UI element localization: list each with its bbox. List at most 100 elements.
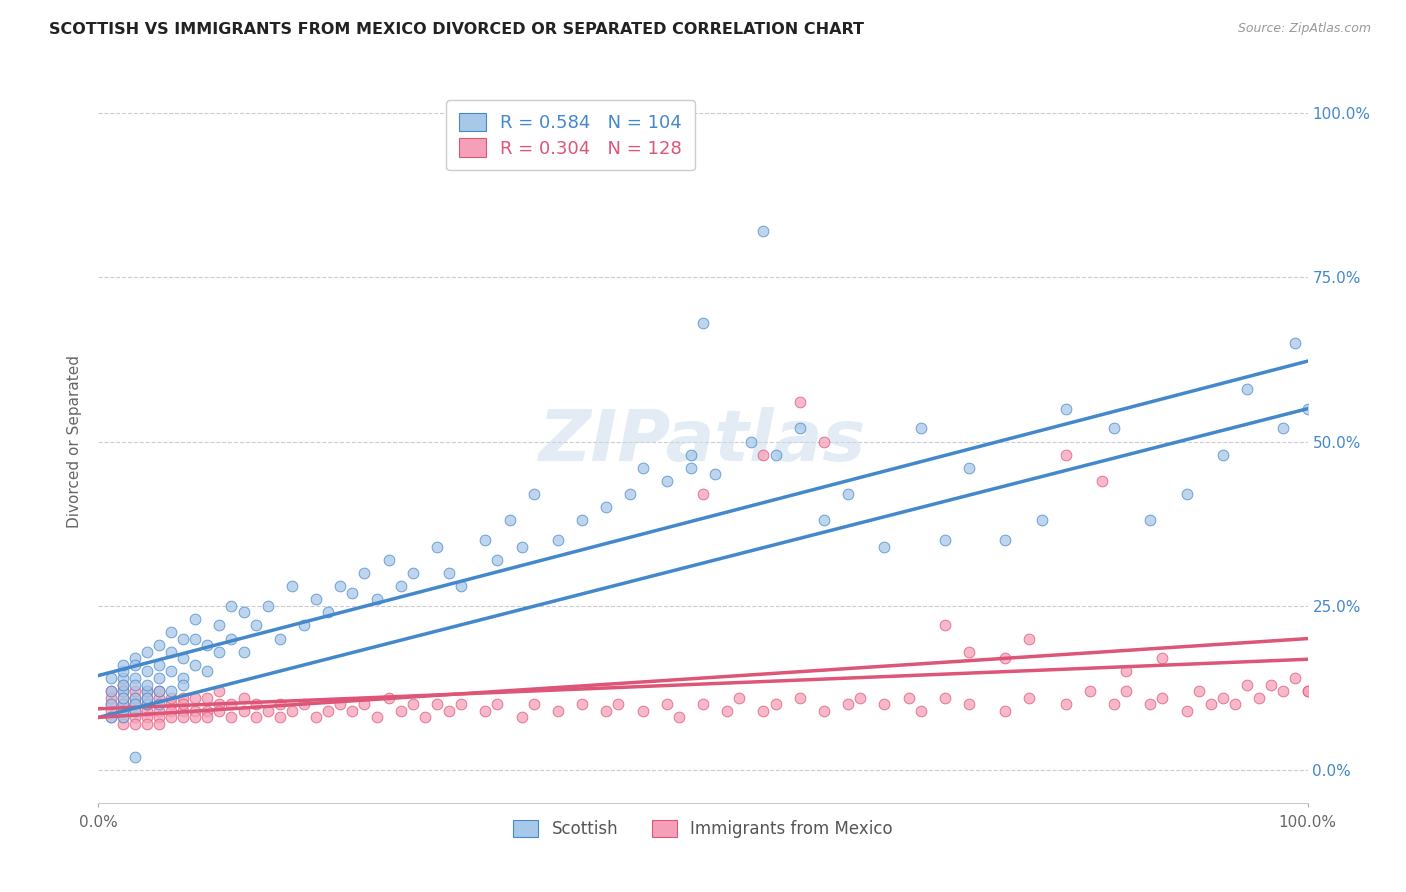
Point xyxy=(474,704,496,718)
Point xyxy=(232,605,254,619)
Point xyxy=(148,638,170,652)
Point xyxy=(692,316,714,330)
Point xyxy=(1284,671,1306,685)
Point xyxy=(994,704,1017,718)
Point xyxy=(619,487,641,501)
Point xyxy=(1115,684,1137,698)
Point xyxy=(160,684,183,698)
Point xyxy=(1296,684,1319,698)
Point xyxy=(124,704,146,718)
Point xyxy=(269,698,291,712)
Point xyxy=(789,395,811,409)
Point xyxy=(1296,401,1319,416)
Point xyxy=(1031,513,1053,527)
Point xyxy=(740,434,762,449)
Point xyxy=(426,540,449,554)
Point xyxy=(692,698,714,712)
Point xyxy=(245,710,267,724)
Text: Source: ZipAtlas.com: Source: ZipAtlas.com xyxy=(1237,22,1371,36)
Point xyxy=(813,513,835,527)
Point xyxy=(1018,690,1040,705)
Point xyxy=(1236,382,1258,396)
Point xyxy=(752,448,775,462)
Point xyxy=(208,698,231,712)
Point xyxy=(1175,487,1198,501)
Point xyxy=(124,717,146,731)
Point xyxy=(208,684,231,698)
Point xyxy=(631,704,654,718)
Point xyxy=(377,553,399,567)
Point xyxy=(873,540,896,554)
Point xyxy=(450,698,472,712)
Point xyxy=(208,618,231,632)
Point xyxy=(245,698,267,712)
Point xyxy=(100,710,122,724)
Point xyxy=(837,698,859,712)
Point xyxy=(172,710,194,724)
Point xyxy=(510,540,533,554)
Point xyxy=(172,698,194,712)
Point xyxy=(111,684,134,698)
Point xyxy=(148,690,170,705)
Point xyxy=(172,632,194,646)
Point xyxy=(100,698,122,712)
Point xyxy=(232,690,254,705)
Point xyxy=(269,710,291,724)
Point xyxy=(292,698,315,712)
Point xyxy=(148,704,170,718)
Point xyxy=(111,704,134,718)
Point xyxy=(135,698,157,712)
Point xyxy=(1152,651,1174,665)
Point xyxy=(135,684,157,698)
Point xyxy=(184,612,207,626)
Point xyxy=(1054,448,1077,462)
Point xyxy=(245,618,267,632)
Point xyxy=(1175,704,1198,718)
Point xyxy=(1199,698,1222,712)
Point xyxy=(172,671,194,685)
Point xyxy=(184,710,207,724)
Point xyxy=(1054,698,1077,712)
Point xyxy=(232,645,254,659)
Point xyxy=(679,460,702,475)
Point xyxy=(571,698,593,712)
Point xyxy=(813,704,835,718)
Point xyxy=(1249,690,1271,705)
Text: SCOTTISH VS IMMIGRANTS FROM MEXICO DIVORCED OR SEPARATED CORRELATION CHART: SCOTTISH VS IMMIGRANTS FROM MEXICO DIVOR… xyxy=(49,22,865,37)
Point xyxy=(111,710,134,724)
Point xyxy=(934,690,956,705)
Point xyxy=(716,704,738,718)
Point xyxy=(221,710,243,724)
Point xyxy=(486,553,509,567)
Legend: Scottish, Immigrants from Mexico: Scottish, Immigrants from Mexico xyxy=(506,814,900,845)
Point xyxy=(111,665,134,679)
Point xyxy=(486,698,509,712)
Point xyxy=(366,592,388,607)
Point xyxy=(1091,474,1114,488)
Point xyxy=(571,513,593,527)
Point xyxy=(765,448,787,462)
Point xyxy=(135,677,157,691)
Point xyxy=(329,698,352,712)
Point xyxy=(704,467,727,482)
Point xyxy=(752,704,775,718)
Point xyxy=(172,704,194,718)
Point xyxy=(135,710,157,724)
Point xyxy=(316,605,339,619)
Point xyxy=(402,566,425,580)
Point xyxy=(292,618,315,632)
Point xyxy=(837,487,859,501)
Point xyxy=(523,698,546,712)
Point xyxy=(111,698,134,712)
Point xyxy=(389,579,412,593)
Point xyxy=(994,533,1017,547)
Point xyxy=(402,698,425,712)
Point xyxy=(100,704,122,718)
Point xyxy=(135,684,157,698)
Point xyxy=(934,618,956,632)
Point xyxy=(873,698,896,712)
Point xyxy=(124,690,146,705)
Point xyxy=(221,599,243,613)
Point xyxy=(111,698,134,712)
Point xyxy=(148,684,170,698)
